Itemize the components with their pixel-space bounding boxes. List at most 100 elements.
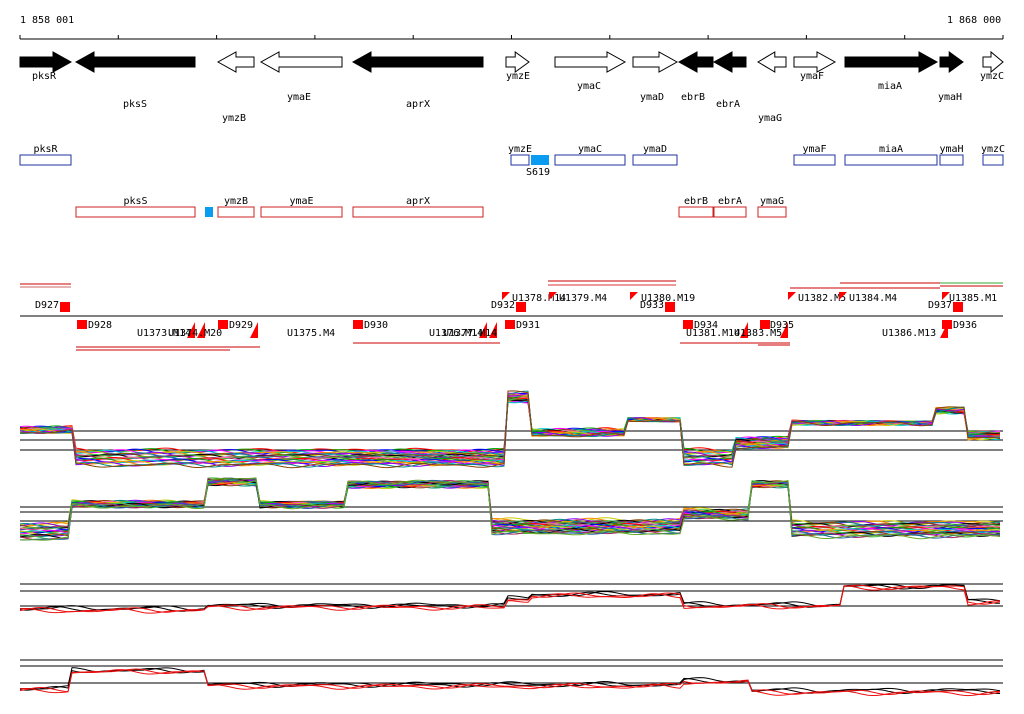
expression-trace xyxy=(19,400,1001,456)
expression-trace xyxy=(19,401,1001,455)
segment-marker-D935[interactable] xyxy=(760,320,770,329)
segment-marker-D929[interactable] xyxy=(218,320,228,329)
segment-label-D936: D936 xyxy=(953,320,977,331)
segment-marker-D933[interactable] xyxy=(665,302,675,312)
expression-trace xyxy=(19,397,1001,457)
minus-box-pksS[interactable] xyxy=(75,206,196,218)
minus-strand-track: pksS ymzB ymaE aprX ebrB ebrA ymaG xyxy=(75,196,787,218)
minus-box-ebrA[interactable] xyxy=(713,206,747,218)
plus-box-pksR[interactable] xyxy=(19,154,72,166)
plus-box-ymzE[interactable] xyxy=(510,154,530,166)
segment-marker-U1374.M20[interactable] xyxy=(197,322,205,338)
segment-marker-D928[interactable] xyxy=(77,320,87,329)
minus-box-label-ebrB: ebrB xyxy=(684,196,708,207)
minus-box-label-ymaG: ymaG xyxy=(760,196,784,207)
segment-marker-U1376.M14[interactable] xyxy=(479,322,487,338)
segment-marker-U1382.M5[interactable] xyxy=(788,292,796,300)
gene-arrow-ymaC[interactable] xyxy=(554,51,627,73)
expression-trace xyxy=(19,394,1001,467)
gene-label-ymaC: ymaC xyxy=(577,81,601,92)
ruler: 1 858 001 1 868 000 xyxy=(19,15,1004,40)
expression-trace xyxy=(19,584,1001,613)
gene-arrow-ebrA[interactable] xyxy=(712,51,747,73)
segment-marker-U1375.M4[interactable] xyxy=(250,322,258,338)
plus-box-miaA[interactable] xyxy=(844,154,938,166)
expression-panel-minus xyxy=(19,477,1003,541)
plus-box-ymaC[interactable] xyxy=(554,154,626,166)
gene-label-ymaD: ymaD xyxy=(640,92,664,103)
minus-box-label-ymzB: ymzB xyxy=(224,196,248,207)
plus-box-label-pksR: pksR xyxy=(33,144,58,155)
expression-trace xyxy=(19,399,1001,454)
segment-marker-U1373.M14[interactable] xyxy=(187,322,195,338)
segment-label-U1373.M14: U1373.M14 xyxy=(137,328,191,339)
gene-arrow-ymaH[interactable] xyxy=(939,51,964,73)
hit-marker[interactable] xyxy=(531,155,549,165)
segment-marker-U1383.M5[interactable] xyxy=(780,322,788,338)
plus-box-label-ymaD: ymaD xyxy=(643,144,667,155)
segment-marker-U1377.M14[interactable] xyxy=(489,322,497,338)
segment-label-U1386.M13: U1386.M13 xyxy=(882,328,936,339)
plus-box-ymzC[interactable] xyxy=(982,154,1004,166)
gene-label-pksS: pksS xyxy=(123,99,147,110)
segment-label-D933: D933 xyxy=(640,300,664,311)
gene-arrow-ymzB[interactable] xyxy=(216,51,255,73)
segment-label-D929: D929 xyxy=(229,320,253,331)
gene-label-ymzC: ymzC xyxy=(980,71,1004,82)
gene-arrow-ymaE[interactable] xyxy=(259,51,343,73)
minus-box-ymzB[interactable] xyxy=(217,206,255,218)
gene-arrow-ymaF[interactable] xyxy=(793,51,837,73)
segment-marker-D936[interactable] xyxy=(942,320,952,329)
segment-label-U1384.M4: U1384.M4 xyxy=(849,293,897,304)
segment-marker-U1381.M14[interactable] xyxy=(740,322,748,338)
segment-label-D931: D931 xyxy=(516,320,540,331)
gene-label-ymaE: ymaE xyxy=(287,92,311,103)
ruler-end-label: 1 868 000 xyxy=(947,15,1001,26)
minus-box-aprX[interactable] xyxy=(352,206,484,218)
segment-marker-U1380.M19[interactable] xyxy=(630,292,638,300)
segment-marker-D934[interactable] xyxy=(683,320,693,329)
hit-marker-minus[interactable] xyxy=(205,207,213,217)
segment-marker-D937[interactable] xyxy=(953,302,963,312)
ruler-start-label: 1 858 001 xyxy=(20,15,74,26)
segment-marker-D931[interactable] xyxy=(505,320,515,329)
segment-marker-U1378.M14[interactable] xyxy=(502,292,510,300)
segment-label-D927: D927 xyxy=(35,300,59,311)
segment-marker-D927[interactable] xyxy=(60,302,70,312)
gene-arrow-ebrB[interactable] xyxy=(677,51,714,73)
minus-box-label-aprX: aprX xyxy=(406,196,430,207)
gene-arrow-ymaG[interactable] xyxy=(757,51,787,73)
expression-trace xyxy=(19,477,1001,541)
gene-arrow-pksS[interactable] xyxy=(74,51,196,73)
plus-box-ymaD[interactable] xyxy=(632,154,678,166)
gene-arrow-aprX[interactable] xyxy=(351,51,484,73)
expression-trace xyxy=(19,584,1001,612)
segment-marker-D930[interactable] xyxy=(353,320,363,329)
minus-box-ymaG[interactable] xyxy=(757,206,787,218)
expression-trace xyxy=(19,478,1001,540)
segment-marker-U1379.M4[interactable] xyxy=(549,292,557,300)
gene-label-ymaH: ymaH xyxy=(938,92,962,103)
gene-arrow-ymaD[interactable] xyxy=(632,51,679,73)
plus-box-ymaH[interactable] xyxy=(939,154,964,166)
expression-panel-summary-minus xyxy=(19,659,1003,697)
segment-marker-U1385.M1[interactable] xyxy=(942,292,950,300)
minus-box-ebrB[interactable] xyxy=(678,206,714,218)
gene-track: pksR pksS ymzB ymaE aprX ymzE ymaC ymaD ebrB ebrA… xyxy=(19,50,1004,124)
segment-marker-U1384.M4[interactable] xyxy=(839,292,847,300)
gene-arrow-ymzC[interactable] xyxy=(982,50,1004,74)
segment-marker-D932[interactable] xyxy=(516,302,526,312)
expression-panel-summary-plus xyxy=(19,583,1003,614)
minus-box-ymaE[interactable] xyxy=(260,206,343,218)
plus-box-label-ymzC: ymzC xyxy=(981,144,1005,155)
segment-label-D930: D930 xyxy=(364,320,388,331)
segment-label-D934: D934 xyxy=(694,320,718,331)
plus-box-ymaF[interactable] xyxy=(793,154,836,166)
plus-box-label-ymaC: ymaC xyxy=(578,144,602,155)
gene-arrow-miaA[interactable] xyxy=(844,51,939,73)
expression-trace xyxy=(19,397,1001,457)
segment-label-U1374.M20: U1374.M20 xyxy=(168,328,222,339)
gene-arrow-pksR[interactable] xyxy=(19,51,73,73)
gene-arrow-ymzE[interactable] xyxy=(505,51,530,73)
